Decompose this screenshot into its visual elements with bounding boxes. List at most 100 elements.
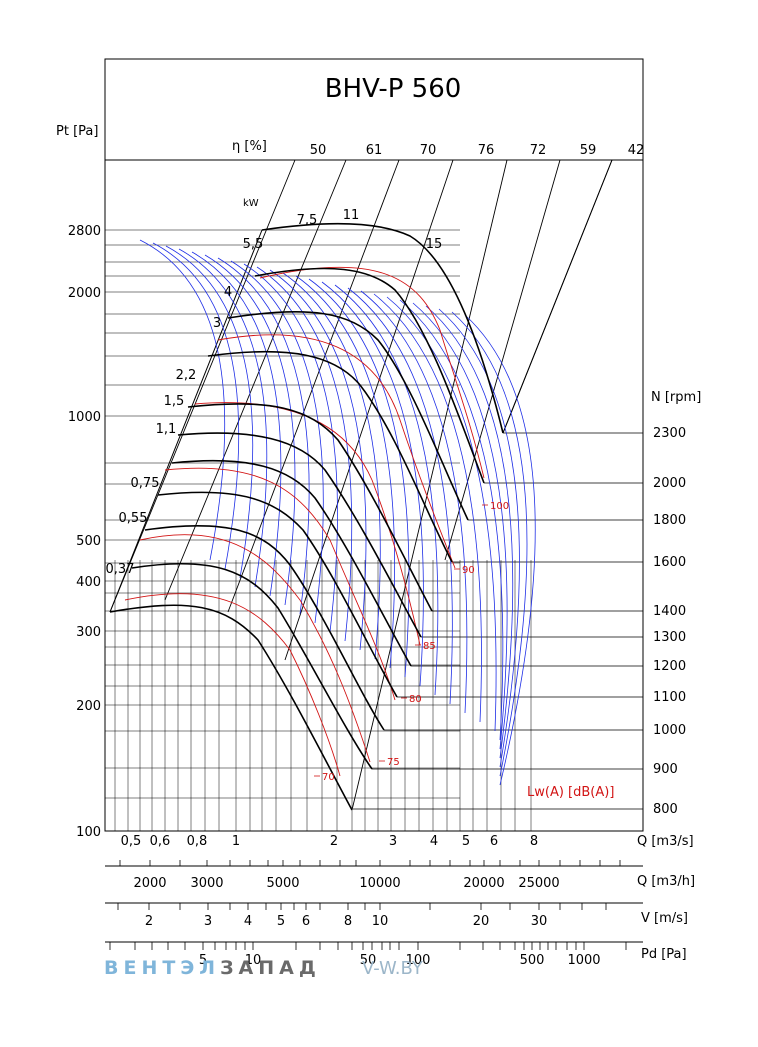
eta-axis-label: η [%] <box>232 139 267 154</box>
y-tick-label: 2800 <box>68 224 101 239</box>
pd-tick: 5 <box>199 953 207 968</box>
fan-curve <box>227 310 469 521</box>
eta-label: 50 <box>310 143 327 158</box>
eta-label: 70 <box>420 143 437 158</box>
rpm-label: 2000 <box>653 476 686 491</box>
y-tick-label: 2000 <box>68 286 101 301</box>
v-tick: 10 <box>372 914 389 929</box>
v-axis-label: V [m/s] <box>641 911 688 926</box>
efficiency-diagonal <box>351 159 508 811</box>
pd-tick: 10 <box>245 953 262 968</box>
efficiency-diagonal <box>109 159 296 613</box>
fan-curve <box>171 459 412 667</box>
q-m3s-tick: 1 <box>232 834 240 849</box>
rpm-label: 1000 <box>653 723 686 738</box>
power-lines <box>139 239 536 786</box>
rpm-label: 1800 <box>653 513 686 528</box>
power-line <box>165 245 254 579</box>
sound-label: 80 <box>409 694 422 705</box>
q-m3s-tick: 0,5 <box>121 834 142 849</box>
pd-tick: 50 <box>360 953 377 968</box>
chart-title: BHV-P 560 <box>325 74 462 104</box>
sound-line <box>259 266 485 479</box>
sound-label: 75 <box>387 757 400 768</box>
power-line <box>230 260 324 624</box>
sound-line <box>124 593 341 777</box>
eta-label: 42 <box>628 143 645 158</box>
eta-label: 76 <box>478 143 495 158</box>
q-m3s-tick: 5 <box>462 834 470 849</box>
power-line <box>243 263 338 633</box>
watermark-logo: ВЕНТЭЛЗАПАД <box>104 957 321 979</box>
power-line <box>204 254 296 606</box>
fan-curve <box>144 524 385 731</box>
efficiency-diagonal <box>164 159 347 601</box>
power-label: 5,5 <box>243 237 264 252</box>
rpm-label: 1300 <box>653 630 686 645</box>
q-m3h-axis-label: Q [m3/h] <box>637 874 695 889</box>
q-m3h-tick: 5000 <box>266 876 299 891</box>
y-tick-label: 300 <box>76 625 101 640</box>
right-envelope <box>502 159 613 434</box>
q-m3s-tick: 0,6 <box>150 834 171 849</box>
sound-axis-label: Lw(A) [dB(A)] <box>527 785 614 800</box>
watermark-part2: ЗАПАД <box>220 957 321 979</box>
y-tick-label: 200 <box>76 699 101 714</box>
sound-label: 70 <box>322 772 335 783</box>
left-envelope <box>109 229 263 613</box>
rpm-label: 1600 <box>653 555 686 570</box>
q-m3h-tick: 20000 <box>463 876 504 891</box>
q-m3s-tick: 4 <box>430 834 438 849</box>
q-m3s-tick: 0,8 <box>187 834 208 849</box>
power-line <box>139 239 226 561</box>
v-tick: 20 <box>473 914 490 929</box>
v-tick: 3 <box>204 914 212 929</box>
sound-label: 90 <box>462 565 475 576</box>
q-m3h-tick: 3000 <box>190 876 223 891</box>
power-line <box>191 251 282 597</box>
eta-label: 61 <box>366 143 383 158</box>
power-line <box>347 287 453 705</box>
y-axis-label: Pt [Pa] <box>56 124 98 139</box>
efficiency-diagonals <box>109 159 613 811</box>
power-line <box>334 284 439 696</box>
pd-tick: 1000 <box>567 953 600 968</box>
q-m3s-axis-label: Q [m3/s] <box>637 834 694 849</box>
v-tick: 8 <box>344 914 352 929</box>
sound-lines <box>124 266 488 777</box>
pd-axis-label: Pd [Pa] <box>641 947 687 962</box>
power-line <box>217 257 310 615</box>
power-line <box>438 308 520 768</box>
power-label: 4 <box>224 285 232 300</box>
fan-curve <box>187 403 433 612</box>
power-line <box>269 269 367 651</box>
y-tick-label: 500 <box>76 534 101 549</box>
sound-line <box>217 334 456 569</box>
power-label: 0,37 <box>106 562 135 577</box>
sound-label: 85 <box>423 641 436 652</box>
q-m3s-tick: 2 <box>330 834 338 849</box>
kw-label: kW <box>243 198 259 209</box>
q-m3h-tick: 10000 <box>359 876 400 891</box>
q-m3h-tick: 2000 <box>133 876 166 891</box>
fan-curve <box>261 222 504 434</box>
eta-label: 72 <box>530 143 547 158</box>
fan-curve <box>157 491 398 698</box>
power-line <box>425 305 514 759</box>
v-tick: 4 <box>244 914 252 929</box>
bottom-ticks <box>109 860 627 950</box>
rpm-label: 2300 <box>653 426 686 441</box>
pd-tick: 100 <box>406 953 431 968</box>
v-tick: 2 <box>145 914 153 929</box>
fan-curve <box>109 604 353 811</box>
v-tick: 6 <box>302 914 310 929</box>
power-line <box>282 272 381 660</box>
efficiency-diagonal <box>444 159 561 561</box>
power-line <box>464 314 536 786</box>
sound-line <box>164 467 396 701</box>
power-line <box>360 290 468 714</box>
y-tick-label: 400 <box>76 575 101 590</box>
rpm-label: 800 <box>653 802 678 817</box>
v-tick: 5 <box>277 914 285 929</box>
